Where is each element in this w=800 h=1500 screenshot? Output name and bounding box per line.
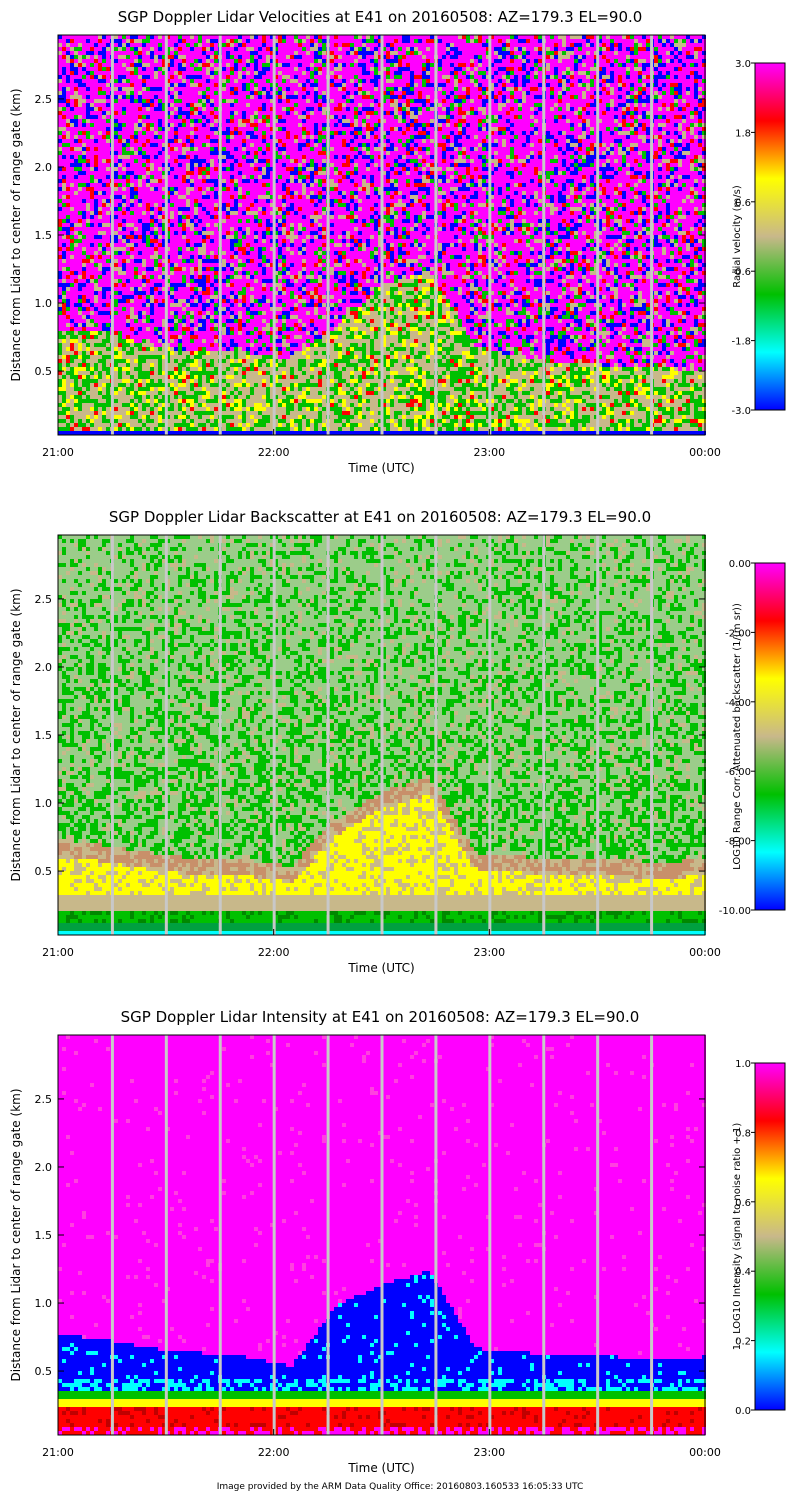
- y-tick-label: 1.5: [35, 1229, 53, 1242]
- heatmap-cells: [58, 1035, 706, 1435]
- velocity-panel: SGP Doppler Lidar Velocities at E41 on 2…: [0, 0, 800, 500]
- chart-title: SGP Doppler Lidar Intensity at E41 on 20…: [121, 1008, 640, 1026]
- x-tick-label: 22:00: [258, 1446, 290, 1459]
- colorbar-tick-label: 0.0: [735, 1406, 751, 1417]
- colorbar-tick-label: -3.0: [731, 406, 751, 417]
- y-axis-label: Distance from Lidar to center of range g…: [9, 588, 23, 881]
- colorbar: [754, 62, 786, 411]
- colorbar-tick-label: 3.0: [735, 59, 751, 70]
- y-tick-label: 1.0: [35, 1297, 53, 1310]
- x-tick-label: 23:00: [473, 946, 505, 959]
- y-tick-label: 1.0: [35, 797, 53, 810]
- y-tick-label: 2.0: [35, 161, 53, 174]
- x-tick-label: 23:00: [473, 446, 505, 459]
- intensity-chart: SGP Doppler Lidar Intensity at E41 on 20…: [9, 1008, 786, 1475]
- colorbar-tick-label: -6.00: [725, 767, 751, 778]
- y-tick-label: 0.5: [35, 365, 53, 378]
- colorbar-tick-label: 1.0: [735, 1059, 751, 1070]
- y-tick-label: 1.5: [35, 729, 53, 742]
- y-tick-label: 2.0: [35, 1161, 53, 1174]
- chart-title: SGP Doppler Lidar Backscatter at E41 on …: [109, 508, 651, 526]
- colorbar-tick-label: -2.00: [725, 628, 751, 639]
- colorbar-tick-label: 0.6: [735, 1198, 751, 1209]
- colorbar-tick-label: 0.8: [735, 1128, 751, 1139]
- x-tick-label: 23:00: [473, 1446, 505, 1459]
- x-axis-label: Time (UTC): [347, 1461, 414, 1475]
- colorbar-tick-label: -8.00: [725, 837, 751, 848]
- image-credit-footer: Image provided by the ARM Data Quality O…: [0, 1482, 800, 1492]
- colorbar-label: LOG10 Range Corr. Attenuated backscatter…: [732, 603, 743, 870]
- y-tick-label: 1.0: [35, 297, 53, 310]
- intensity-panel: SGP Doppler Lidar Intensity at E41 on 20…: [0, 1000, 800, 1500]
- data-gap-lines: [110, 535, 654, 935]
- backscatter-chart: SGP Doppler Lidar Backscatter at E41 on …: [9, 508, 786, 975]
- colorbar: [754, 562, 786, 911]
- x-tick-label: 00:00: [689, 446, 721, 459]
- x-tick-label: 21:00: [42, 1446, 74, 1459]
- y-tick-label: 2.5: [35, 1093, 53, 1106]
- colorbar-tick-label: 0.6: [735, 198, 751, 209]
- y-tick-label: 0.5: [35, 865, 53, 878]
- x-tick-label: 21:00: [42, 446, 74, 459]
- colorbar-tick-label: 0.00: [729, 559, 751, 570]
- y-axis-label: Distance from Lidar to center of range g…: [9, 1088, 23, 1381]
- y-tick-label: 0.5: [35, 1365, 53, 1378]
- colorbar-tick-label: -1.8: [731, 337, 751, 348]
- x-axis-label: Time (UTC): [347, 961, 414, 975]
- colorbar-tick-label: 0.4: [735, 1267, 751, 1278]
- x-tick-label: 00:00: [689, 946, 721, 959]
- colorbar-tick-label: -4.00: [725, 698, 751, 709]
- y-tick-label: 2.0: [35, 661, 53, 674]
- y-tick-label: 2.5: [35, 593, 53, 606]
- backscatter-panel: SGP Doppler Lidar Backscatter at E41 on …: [0, 500, 800, 1000]
- colorbar-tick-label: -10.00: [719, 906, 751, 917]
- x-tick-label: 00:00: [689, 1446, 721, 1459]
- colorbar: [754, 1062, 786, 1411]
- x-tick-label: 22:00: [258, 946, 290, 959]
- colorbar-tick-label: -0.6: [731, 267, 751, 278]
- colorbar-tick-label: 1.8: [735, 128, 751, 139]
- y-tick-label: 2.5: [35, 93, 53, 106]
- heatmap-cells: [58, 535, 706, 935]
- y-tick-label: 1.5: [35, 229, 53, 242]
- colorbar-label: 1 - LOG10 Intensity (signal to noise rat…: [732, 1123, 743, 1351]
- colorbar-tick-label: 0.2: [735, 1337, 751, 1348]
- x-tick-label: 21:00: [42, 946, 74, 959]
- y-axis-label: Distance from Lidar to center of range g…: [9, 88, 23, 381]
- colorbar-label: Radial velocity (m/s): [732, 185, 743, 288]
- velocity-chart: SGP Doppler Lidar Velocities at E41 on 2…: [9, 8, 786, 475]
- chart-title: SGP Doppler Lidar Velocities at E41 on 2…: [118, 8, 643, 26]
- x-axis-label: Time (UTC): [347, 461, 414, 475]
- x-tick-label: 22:00: [258, 446, 290, 459]
- data-gap-lines: [110, 1035, 654, 1435]
- data-gap-lines: [110, 35, 654, 435]
